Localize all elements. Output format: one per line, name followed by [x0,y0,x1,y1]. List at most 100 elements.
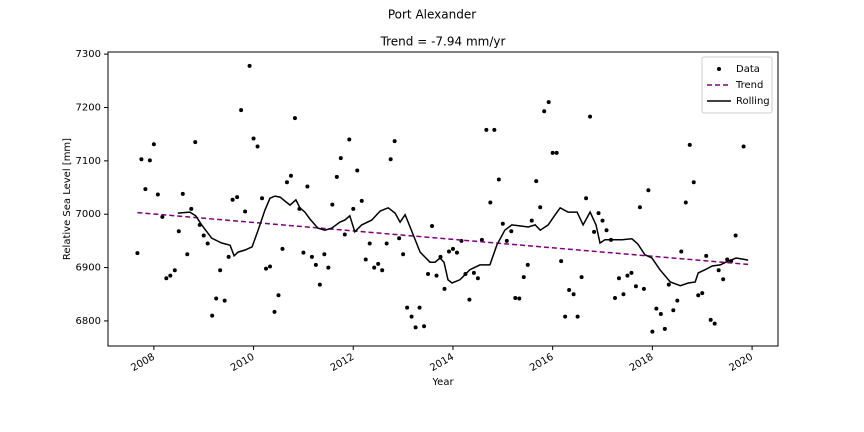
data-point [392,139,397,144]
data-point [222,298,227,303]
data-point [517,296,522,301]
data-point [201,233,206,238]
data-point [305,184,310,189]
data-point [147,158,152,163]
data-point [500,221,505,226]
data-point [704,253,709,258]
data-point [538,205,543,210]
data-point [691,180,696,185]
data-point [679,249,684,254]
data-point [604,228,609,233]
data-point [683,200,688,205]
data-point [380,268,385,273]
plot-area [107,51,779,347]
data-point [226,254,231,259]
y-tick-label: 7100 [76,156,101,167]
data-point [575,314,580,319]
data-point [284,180,289,185]
data-point [430,223,435,228]
x-tick-label: 2014 [428,352,456,374]
data-point [255,144,260,149]
data-point [334,174,339,179]
data-point [646,188,651,193]
x-tick-label: 2020 [728,352,756,374]
data-point [708,317,713,322]
data-point [488,200,493,205]
data-point [230,197,235,202]
data-point [239,108,244,113]
data-point [397,236,402,241]
data-point [363,257,368,262]
data-point [666,282,671,287]
data-point [712,321,717,326]
data-point [422,324,427,329]
data-point [342,232,347,237]
data-point [550,150,555,155]
series-line [137,211,749,266]
data-point [193,140,198,145]
data-point [268,264,273,269]
x-tick-label: 2018 [628,352,656,374]
data-point [612,295,617,300]
data-point [388,157,393,162]
data-point [367,241,372,246]
data-point [650,329,655,334]
data-point [571,292,576,297]
data-point [542,109,547,114]
data-point [317,282,322,287]
data-point [139,157,144,162]
data-point [741,144,746,149]
y-tick-label: 7200 [76,102,101,113]
data-point [696,293,701,298]
data-point [467,297,472,302]
data-point [563,314,568,319]
data-point [359,198,364,203]
data-point [521,275,526,280]
data-point [621,292,626,297]
data-point [151,142,156,147]
data-point [637,205,642,210]
data-point [301,250,306,255]
data-point [172,268,177,273]
legend-label: Rolling [736,96,770,107]
data-point [251,136,256,141]
data-point [450,246,455,251]
data-point [525,262,530,267]
data-point [272,309,277,314]
data-point [475,276,480,281]
data-point [554,150,559,155]
y-tick-label: 7000 [76,209,101,220]
data-point [641,286,646,291]
data-point [592,229,597,234]
data-point [446,249,451,254]
data-point [243,209,248,214]
legend-marker [717,67,721,71]
y-tick-label: 6900 [76,263,101,274]
data-point [629,270,634,275]
data-point [210,313,215,318]
data-point [662,326,667,331]
data-point [654,306,659,311]
data-point [338,156,343,161]
data-point [313,262,318,267]
data-point [160,214,165,219]
data-point [442,286,447,291]
data-point [135,251,140,256]
data-point [492,127,497,132]
data-point [567,287,572,292]
data-point [189,206,194,211]
chart-subtitle: Trend = -7.94 mm/yr [380,35,506,49]
data-point [218,268,223,273]
data-point [675,298,680,303]
data-point [484,127,489,132]
data-point [658,311,663,316]
legend-label: Data [736,64,760,75]
y-axis-label: Relative Sea Level [mm] [62,138,73,260]
data-point [355,168,360,173]
data-point [471,270,476,275]
data-point [276,293,281,298]
data-point [376,261,381,266]
data-point [351,206,356,211]
data-point [454,250,459,255]
data-point [625,273,630,278]
